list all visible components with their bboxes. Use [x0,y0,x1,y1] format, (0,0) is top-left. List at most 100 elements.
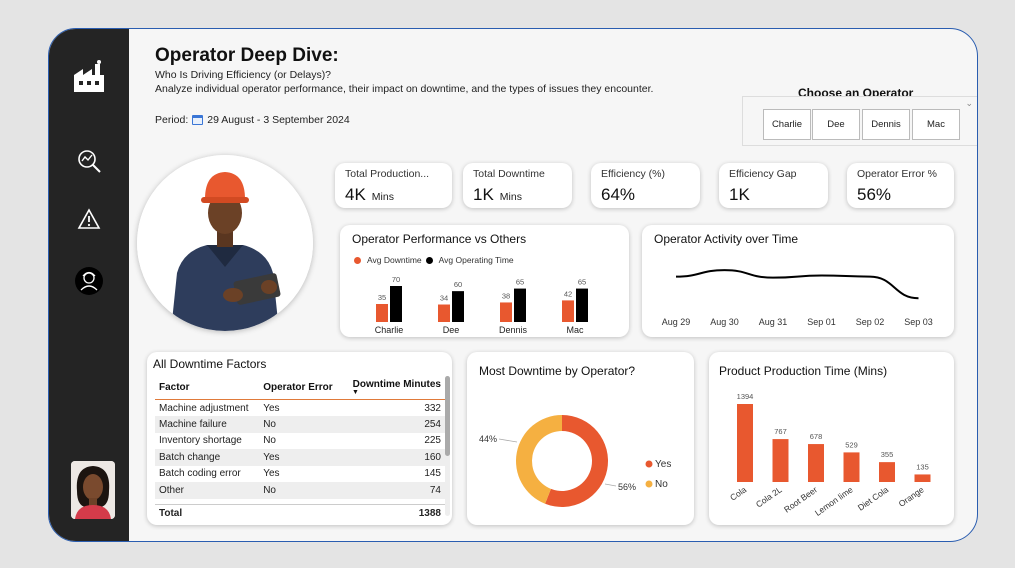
scrollbar-thumb[interactable] [445,376,450,456]
legend-dot-downtime [354,256,361,264]
column-header-factor[interactable]: Factor [155,376,260,400]
performance-chart-card[interactable]: Operator Performance vs Others Avg Downt… [340,225,629,337]
product-category-label: Diet Cola [856,484,891,512]
sort-desc-icon: ▼ [352,389,359,396]
main-content: Operator Deep Dive: Who Is Driving Effic… [129,29,977,541]
donut-legend-dot [645,460,653,468]
activity-chart-title: Operator Activity over Time [654,232,799,246]
period-value: 29 August - 3 September 2024 [207,114,350,126]
warning-icon[interactable] [69,199,109,239]
product-bar-label: 767 [774,427,787,436]
table-row[interactable]: Inventory shortage No 225 [159,435,441,447]
performance-category-label: Charlie [375,325,404,335]
product-bar-label: 1394 [737,392,754,401]
product-category-label: Cola 2L [754,484,784,509]
activity-x-label: Aug 31 [759,317,788,327]
performance-category-label: Dennis [499,325,528,335]
performance-bar[interactable] [514,288,526,322]
performance-bar[interactable] [438,304,450,322]
table-scrollbar[interactable] [445,376,450,516]
column-header-operator-error[interactable]: Operator Error [259,376,342,400]
activity-x-label: Aug 30 [710,317,739,327]
product-category-label: Orange [897,484,926,509]
product-bar-label: 355 [881,450,894,459]
total-label: Total [159,508,183,519]
downtime-donut-card[interactable]: Most Downtime by Operator? 56% 44% Yes No [467,352,694,525]
operator-icon[interactable] [69,261,109,301]
table-row[interactable]: Batch coding error Yes 145 [159,468,441,480]
performance-bar-label: 70 [392,275,400,284]
kpi-value: 1K [729,185,750,204]
product-bar[interactable] [808,444,824,482]
performance-bar[interactable] [576,288,588,322]
operator-photo [137,155,313,331]
sidebar [49,29,129,541]
table-row[interactable]: Other No 74 [155,482,445,499]
analytics-icon[interactable] [69,141,109,181]
product-bar[interactable] [772,439,789,482]
kpi-value: 4K Mins [345,185,394,204]
performance-bar[interactable] [562,300,574,322]
activity-chart-plot: Aug 29 Aug 30 Aug 31 Sep 01 Sep 02 Sep 03 [662,269,933,327]
user-avatar[interactable] [71,461,115,519]
performance-bar[interactable] [390,286,402,322]
chevron-down-icon[interactable]: ⌄ [965,98,973,108]
table-row[interactable]: Machine failure No 254 [155,416,445,433]
product-time-chart-card[interactable]: Product Production Time (Mins) 1394 Cola 7… [709,352,954,525]
kpi-operator-error[interactable]: Operator Error % 56% [847,163,954,208]
activity-line[interactable] [675,269,919,300]
performance-bar-label: 60 [454,280,462,289]
donut-slice-no[interactable] [516,415,562,504]
factory-icon[interactable] [69,57,109,97]
product-bar[interactable] [737,404,753,482]
kpi-total-production[interactable]: Total Production... 4K Mins [335,163,452,208]
performance-bar[interactable] [500,302,512,322]
table-row[interactable]: Machine adjustment Yes 332 [159,402,441,414]
operator-picker: ⌄ Charlie Dee Dennis Mac [742,96,977,146]
product-bar[interactable] [843,452,860,482]
performance-bar-label: 42 [564,289,572,298]
product-bar-label: 529 [845,440,858,449]
donut-chart-plot: 56% 44% Yes No [479,415,671,507]
performance-bar-label: 65 [516,278,524,287]
performance-bar[interactable] [376,304,388,322]
activity-x-label: Sep 03 [904,317,933,327]
table-row[interactable]: Batch change Yes 160 [155,449,445,466]
page-subtitle: Who Is Driving Efficiency (or Delays)? [155,69,332,81]
kpi-value: 64% [601,185,636,204]
performance-bar[interactable] [452,291,464,322]
product-bar[interactable] [879,462,895,482]
total-value: 1388 [418,508,441,519]
operator-button-dee[interactable]: Dee [812,109,860,140]
donut-slice-yes[interactable] [545,415,608,507]
legend-label-downtime: Avg Downtime [367,255,422,265]
kpi-value: 1K Mins [473,185,522,204]
period-label: Period: [155,114,189,126]
kpi-label: Operator Error % [857,168,937,180]
donut-value-label: 44% [479,434,497,444]
product-bar-label: 678 [810,432,823,441]
donut-leader-line [498,438,518,443]
activity-x-label: Aug 29 [662,317,691,327]
downtime-table: Factor Operator Error Downtime Minutes ▼ … [155,376,445,499]
kpi-efficiency[interactable]: Efficiency (%) 64% [591,163,700,208]
product-category-label: Cola [728,484,748,502]
kpi-total-downtime[interactable]: Total Downtime 1K Mins [463,163,572,208]
operator-button-dennis[interactable]: Dennis [862,109,910,140]
kpi-efficiency-gap[interactable]: Efficiency Gap 1K [719,163,828,208]
kpi-label: Total Production... [345,168,430,180]
product-bar-label: 135 [916,462,929,471]
operator-button-charlie[interactable]: Charlie [763,109,811,140]
calendar-icon [192,115,204,125]
downtime-table-card[interactable]: All Downtime Factors Factor Operator Err… [147,352,452,525]
column-header-downtime-minutes[interactable]: Downtime Minutes ▼ [342,376,445,400]
activity-x-label: Sep 02 [856,317,885,327]
activity-chart-card[interactable]: Operator Activity over Time Aug 29 Aug 30… [642,225,954,337]
performance-legend: Avg Downtime Avg Operating Time [354,255,514,265]
legend-label-operating: Avg Operating Time [438,255,514,265]
product-bar[interactable] [914,474,931,482]
performance-bar-label: 38 [502,291,510,300]
operator-button-mac[interactable]: Mac [912,109,960,140]
downtime-table-title: All Downtime Factors [153,357,267,371]
